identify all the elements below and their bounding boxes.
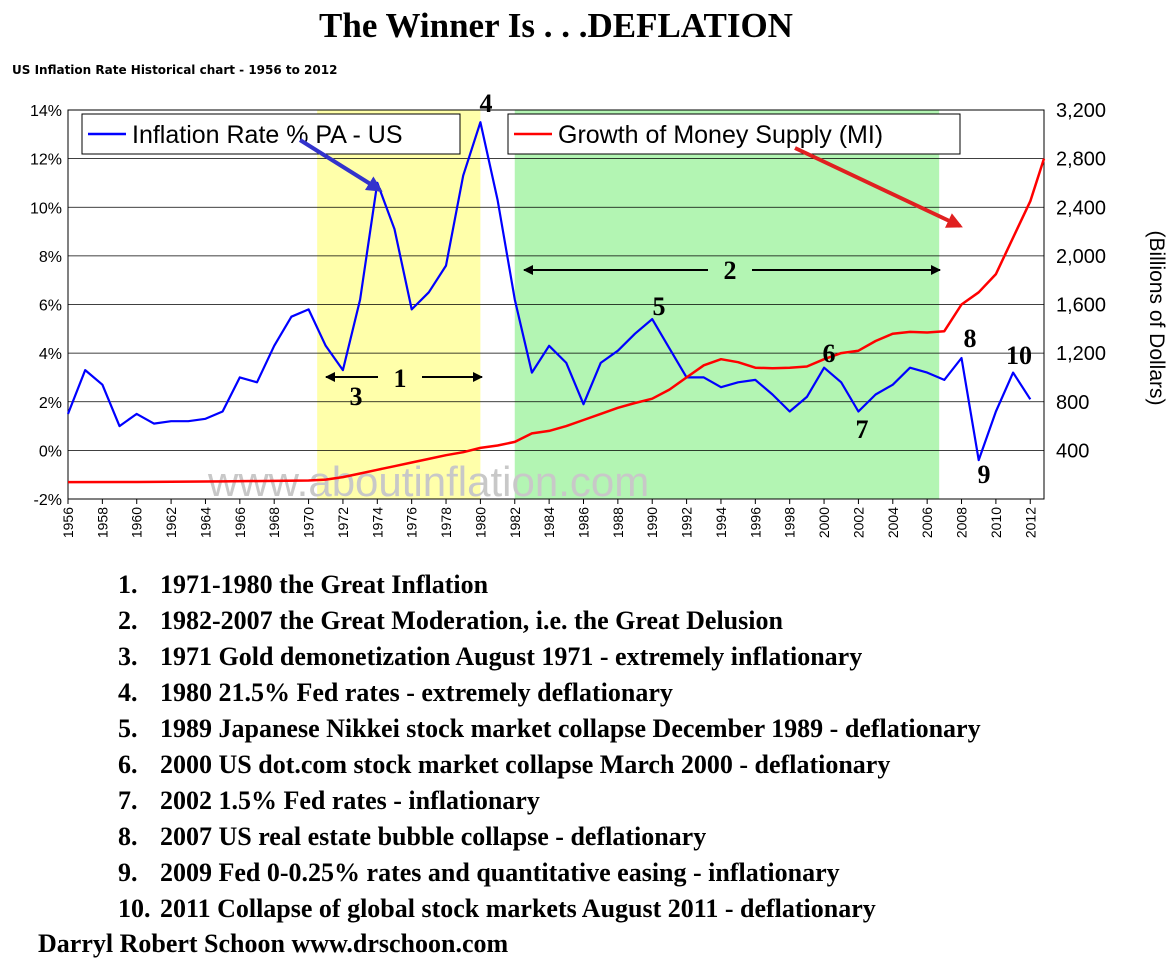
x-tick-label: 1970 xyxy=(301,507,317,538)
legend-inflation: Inflation Rate % PA - US xyxy=(81,113,461,155)
x-tick-label: 2008 xyxy=(954,507,970,538)
note-item: 9. 2009 Fed 0-0.25% rates and quantitativ… xyxy=(118,858,840,887)
x-tick-label: 2004 xyxy=(885,507,901,538)
x-tick-label: 1996 xyxy=(747,507,763,538)
annotation-9: 9 xyxy=(978,460,991,489)
x-tick-label: 1998 xyxy=(782,507,798,538)
annotation-5: 5 xyxy=(653,292,666,321)
x-tick-label: 1984 xyxy=(541,507,557,538)
x-tick-label: 1978 xyxy=(438,507,454,538)
annotation-6: 6 xyxy=(823,339,836,368)
note-item: 5. 1989 Japanese Nikkei stock market coll… xyxy=(118,714,981,743)
x-tick-label: 1964 xyxy=(197,507,213,538)
pointer-arrow-inflation xyxy=(298,138,383,192)
y-left-tick-label: -2% xyxy=(34,492,62,509)
footer-credit: Darryl Robert Schoon www.drschoon.com xyxy=(38,929,509,958)
notes-list: 1. 1971-1980 the Great Inflation 2. 1982-2… xyxy=(118,567,981,927)
y-right-tick-label: 400 xyxy=(1056,440,1089,462)
y-left-tick-label: 0% xyxy=(39,443,62,460)
x-tick-label: 1976 xyxy=(404,507,420,538)
page-title: The Winner Is . . .DEFLATION xyxy=(319,6,793,45)
y-right-tick-label: 2,400 xyxy=(1056,197,1106,219)
x-tick-label: 1988 xyxy=(610,507,626,538)
annotation-7: 7 xyxy=(856,415,869,444)
annotation-4: 4 xyxy=(480,89,493,118)
y-right-tick-label: 1,200 xyxy=(1056,343,1106,365)
y-right-tick-label: 3,200 xyxy=(1056,100,1106,122)
x-tick-label: 2010 xyxy=(988,507,1004,538)
y-left-tick-label: 6% xyxy=(39,298,62,315)
x-tick-label: 2006 xyxy=(919,507,935,538)
note-item: 3. 1971 Gold demonetization August 1971 -… xyxy=(118,642,863,671)
x-tick-label: 1956 xyxy=(60,507,76,538)
annotation-1: 1 xyxy=(394,364,407,393)
y-right-tick-label: 1,600 xyxy=(1056,295,1106,317)
legend-inflation-label: Inflation Rate % PA - US xyxy=(132,121,403,149)
pointer-arrow-money xyxy=(794,146,963,228)
y-right-tick-label: 2,800 xyxy=(1056,149,1106,171)
y-right-tick-label: 800 xyxy=(1056,392,1089,414)
x-tick-label: 1992 xyxy=(679,507,695,538)
x-tick-label: 1958 xyxy=(94,507,110,538)
x-tick-label: 1962 xyxy=(163,507,179,538)
y-left-tick-label: 2% xyxy=(39,395,62,412)
inflation-chart: www.aboutinflation.com -2%0%2%4%6%8%10%1… xyxy=(30,89,1168,538)
note-item: 6. 2000 US dot.com stock market collapse … xyxy=(118,750,891,779)
x-tick-label: 1960 xyxy=(129,507,145,538)
x-tick-label: 1980 xyxy=(472,507,488,538)
x-tick-label: 1972 xyxy=(335,507,351,538)
note-item: 8. 2007 US real estate bubble collapse - … xyxy=(118,822,707,851)
y-right-tick-label: 2,000 xyxy=(1056,246,1106,268)
y-left-tick-label: 12% xyxy=(30,152,62,169)
x-tick-label: 1990 xyxy=(644,507,660,538)
note-item: 7. 2002 1.5% Fed rates - inflationary xyxy=(118,786,540,815)
x-tick-label: 2000 xyxy=(816,507,832,538)
x-tick-label: 2012 xyxy=(1022,507,1038,538)
x-tick-label: 1966 xyxy=(232,507,248,538)
note-item: 2. 1982-2007 the Great Moderation, i.e. t… xyxy=(118,606,783,635)
chart-subtitle: US Inflation Rate Historical chart - 195… xyxy=(12,63,338,77)
right-axis-title: (Billions of Dollars) xyxy=(1145,230,1168,405)
series-line-money-supply xyxy=(67,158,1046,484)
x-tick-label: 1994 xyxy=(713,507,729,538)
legend-money-label: Growth of Money Supply (MI) xyxy=(558,121,883,149)
y-left-tick-label: 8% xyxy=(39,249,62,266)
note-item: 10. 2011 Collapse of global stock markets… xyxy=(118,894,876,923)
annotation-8: 8 xyxy=(964,324,977,353)
annotation-10: 10 xyxy=(1006,341,1032,370)
y-left-tick-label: 10% xyxy=(30,200,62,217)
note-item: 1. 1971-1980 the Great Inflation xyxy=(118,570,489,599)
annotation-3: 3 xyxy=(350,382,363,411)
x-tick-label: 1986 xyxy=(575,507,591,538)
note-item: 4. 1980 21.5% Fed rates - extremely defla… xyxy=(118,678,673,707)
plot-frame xyxy=(67,109,1045,500)
legend-money-supply: Growth of Money Supply (MI) xyxy=(507,113,961,155)
x-tick-label: 2002 xyxy=(850,507,866,538)
y-left-tick-label: 4% xyxy=(39,346,62,363)
series-line-inflation xyxy=(66,121,1032,462)
x-tick-label: 1968 xyxy=(266,507,282,538)
annotation-2: 2 xyxy=(724,256,737,285)
x-tick-label: 1982 xyxy=(507,507,523,538)
x-tick-label: 1974 xyxy=(369,507,385,538)
y-left-tick-label: 14% xyxy=(30,103,62,120)
